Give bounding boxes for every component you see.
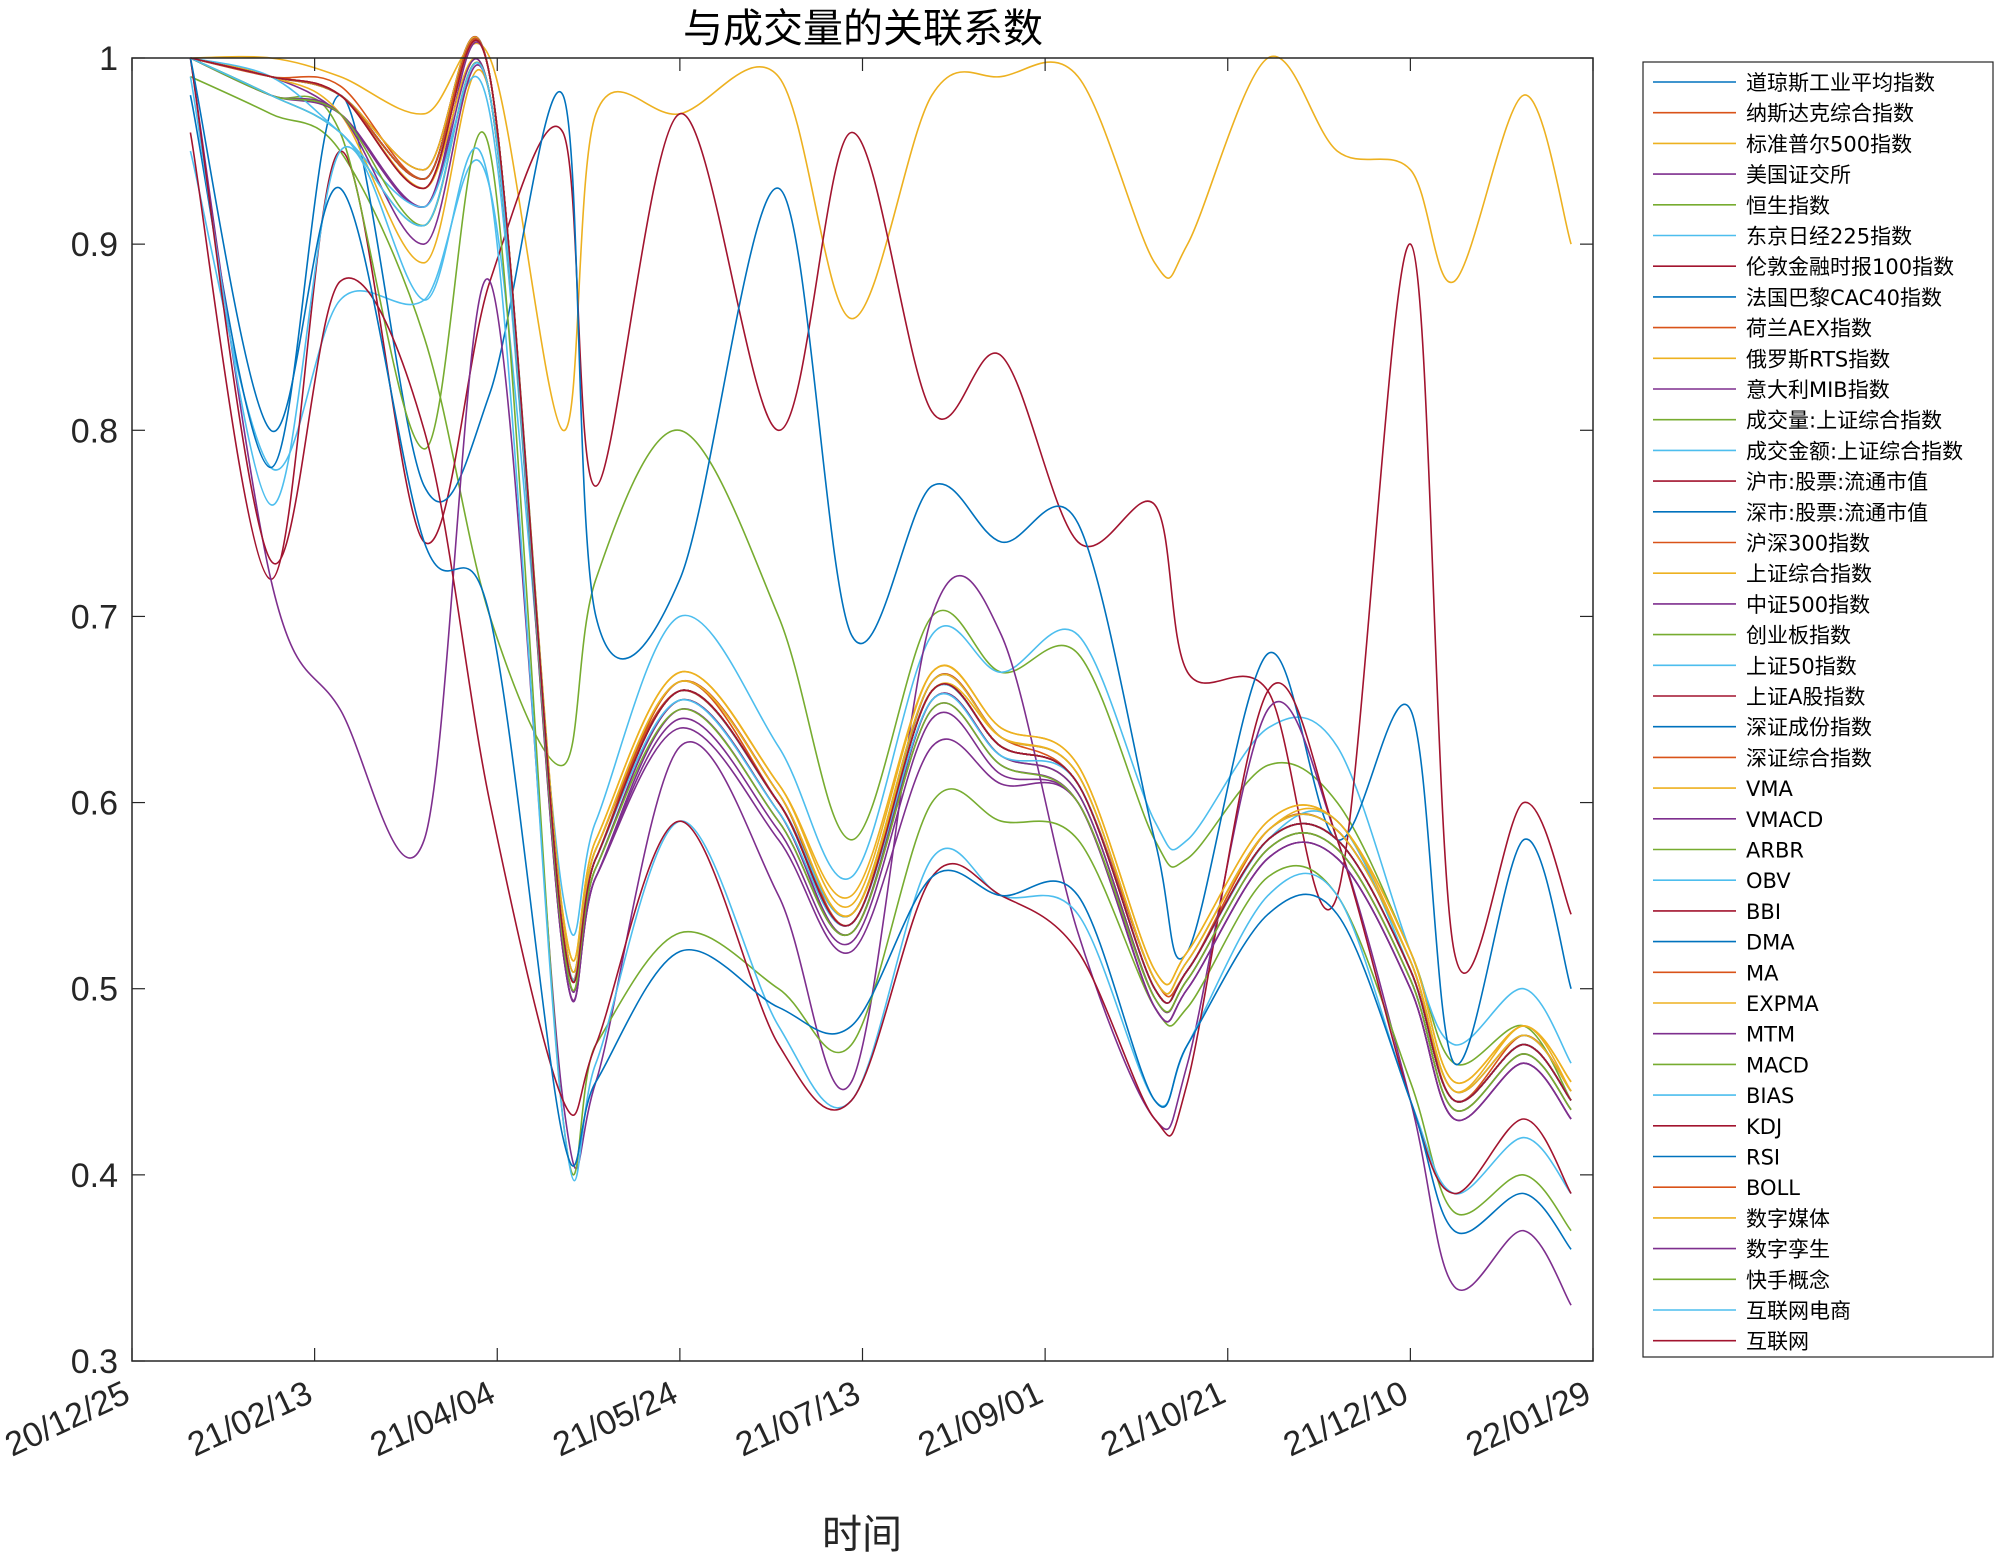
- x-tick-label: 20/12/25: [0, 1374, 135, 1464]
- legend-entry-label: BOLL: [1746, 1176, 1800, 1200]
- legend-entry-label: MTM: [1746, 1023, 1795, 1047]
- legend-entry-label: 纳斯达克综合指数: [1746, 102, 1914, 126]
- x-axis-label: 时间: [822, 1512, 902, 1558]
- legend-entry-label: 上证50指数: [1746, 654, 1857, 678]
- series-line-42: [190, 39, 1572, 1103]
- legend-entry-label: 数字媒体: [1746, 1207, 1830, 1231]
- y-axis: 0.3 0.4 0.5 0.6 0.7 0.8 0.9 1: [71, 40, 1593, 1381]
- series-line-39: [190, 57, 1572, 1122]
- chart-title: 与成交量的关联系数: [683, 6, 1043, 52]
- legend-entry-label: 深市:股票:流通市值: [1746, 501, 1928, 525]
- x-tick-label: 21/09/01: [912, 1374, 1048, 1464]
- x-tick-label: 21/02/13: [182, 1374, 318, 1464]
- plot-area-frame: [131, 57, 1594, 1362]
- legend-entry-label: 道琼斯工业平均指数: [1746, 71, 1935, 95]
- legend-entry-label: 美国证交所: [1746, 163, 1851, 187]
- series-line-20: [190, 57, 1572, 1103]
- legend-entry-label: 互联网: [1746, 1330, 1809, 1354]
- x-tick-label: 22/01/29: [1460, 1374, 1596, 1464]
- legend-entry-label: MACD: [1746, 1053, 1809, 1077]
- series-layer: [189, 36, 1572, 1306]
- y-tick-label: 0.5: [71, 971, 118, 1009]
- series-line-8: [189, 91, 1572, 1066]
- legend-entry-label: 东京日经225指数: [1746, 225, 1912, 249]
- series-line-6: [189, 150, 1572, 1064]
- legend-entry-label: OBV: [1746, 869, 1791, 893]
- legend-entry-label: BBI: [1746, 900, 1781, 924]
- legend-entry-label: 创业板指数: [1746, 624, 1851, 648]
- y-tick-label: 0.3: [71, 1343, 118, 1381]
- x-tick-label: 21/07/13: [730, 1374, 866, 1464]
- legend-entry-label: 互联网电商: [1746, 1299, 1851, 1323]
- legend-entry-label: 俄罗斯RTS指数: [1746, 347, 1890, 371]
- legend-entry-label: 沪深300指数: [1746, 532, 1870, 556]
- legend-entry-label: 恒生指数: [1746, 194, 1830, 218]
- legend-entry-label: 沪市:股票:流通市值: [1746, 470, 1928, 494]
- legend-entry-label: MA: [1746, 961, 1779, 985]
- legend-entry-label: 荷兰AEX指数: [1746, 317, 1872, 341]
- y-tick-label: 0.8: [71, 412, 118, 450]
- legend-entry-label: 法国巴黎CAC40指数: [1746, 286, 1942, 310]
- series-line-15: [189, 57, 1572, 1250]
- legend-entry-label: EXPMA: [1746, 992, 1819, 1016]
- x-tick-label: 21/10/21: [1095, 1374, 1231, 1464]
- series-line-5: [190, 75, 1572, 1101]
- series-line-3: [190, 42, 1572, 432]
- x-tick-label: 21/04/04: [365, 1374, 501, 1464]
- x-axis: 20/12/25 21/02/13 21/04/04 21/05/24 21/07/13…: [0, 58, 1596, 1464]
- legend-entry-label: KDJ: [1746, 1115, 1782, 1139]
- legend-entry-label: 深证成份指数: [1746, 716, 1872, 740]
- series-line-11: [189, 57, 1572, 1306]
- y-tick-label: 0.6: [71, 785, 118, 823]
- legend: 道琼斯工业平均指数纳斯达克综合指数标准普尔500指数美国证交所恒生指数东京日经2…: [1653, 71, 1963, 1354]
- legend-entry-label: 中证500指数: [1746, 593, 1870, 617]
- y-tick-label: 0.9: [71, 226, 118, 264]
- legend-entry-label: RSI: [1746, 1146, 1780, 1170]
- y-tick-label: 1: [99, 40, 118, 78]
- legend-box: [1642, 61, 1994, 1358]
- series-line-13: [189, 76, 1572, 1195]
- legend-entry-label: 深证综合指数: [1746, 746, 1872, 770]
- legend-entry-label: DMA: [1746, 931, 1795, 955]
- y-tick-label: 0.7: [71, 598, 118, 636]
- legend-entry-label: 伦敦金融时报100指数: [1746, 255, 1954, 279]
- legend-entry-label: 数字孪生: [1746, 1238, 1830, 1262]
- legend-entry-label: VMA: [1746, 777, 1793, 801]
- legend-entry-label: 上证A股指数: [1746, 685, 1865, 709]
- legend-entry-label: VMACD: [1746, 808, 1823, 832]
- legend-entry-label: BIAS: [1746, 1084, 1794, 1108]
- x-tick-label: 21/12/10: [1278, 1374, 1414, 1464]
- legend-entry-label: ARBR: [1746, 839, 1804, 863]
- x-tick-label: 21/05/24: [547, 1374, 683, 1464]
- y-tick-label: 0.4: [71, 1157, 118, 1195]
- legend-entry-label: 意大利MIB指数: [1746, 378, 1890, 402]
- series-line-7: [189, 112, 1572, 974]
- legend-entry-label: 成交量:上证综合指数: [1746, 409, 1942, 433]
- legend-entry-label: 标准普尔500指数: [1746, 132, 1912, 156]
- series-line-41: [190, 57, 1572, 1103]
- legend-entry-label: 成交金额:上证综合指数: [1746, 439, 1963, 463]
- legend-entry-label: 上证综合指数: [1746, 562, 1872, 586]
- legend-entry-label: 快手概念: [1746, 1268, 1830, 1292]
